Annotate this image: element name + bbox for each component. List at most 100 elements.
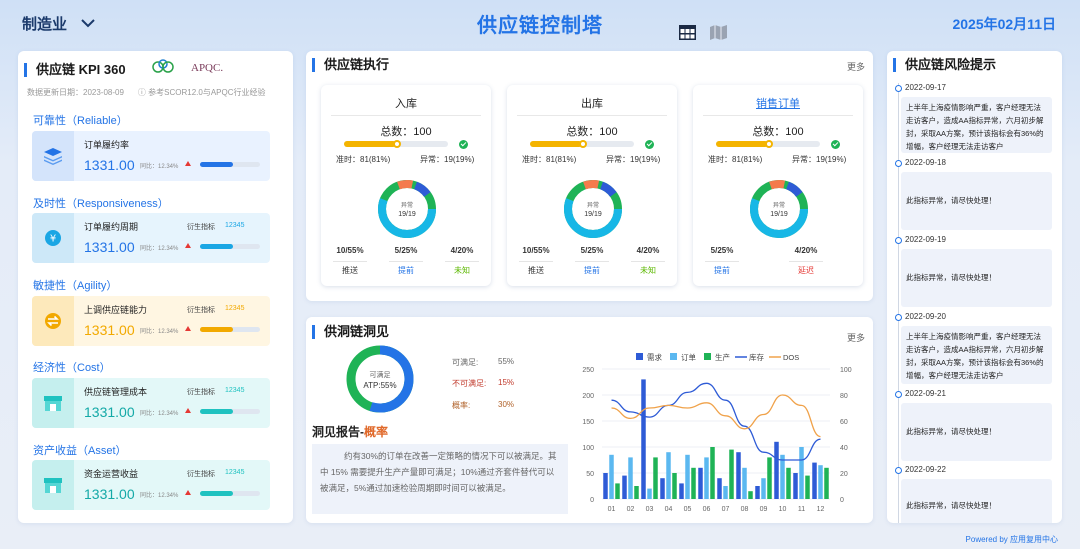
kpi-card-cycle[interactable]: ¥ 订单履约周期 衍生指标 12345 1331.00 同比：12.34% [32,213,270,263]
card-total: 总数：100 [752,126,804,138]
legend-probability-label: 概率: [452,401,471,410]
category-cost: 经济性（Cost） [33,362,111,374]
donut-value: 19/19 [398,211,416,218]
timeline-dot-icon [895,467,902,474]
kpi-yoy: 同比：12.34% [140,164,179,170]
bar-生产 [615,483,620,499]
bar-订单 [609,454,614,499]
kpi-yoy: 同比：12.34% [140,411,179,417]
stat-label: 提前 [569,261,615,276]
x-tick-label: 02 [627,506,635,513]
bar-需求 [679,483,684,499]
scor-logo-icon [152,59,174,73]
derived-value: 12345 [225,387,245,394]
layers-icon [32,131,74,181]
info-icon: ⓘ [137,88,149,97]
check-icon [831,140,840,149]
legend-label: 生产 [715,352,730,362]
card-title[interactable]: 销售订单 [756,98,800,110]
reference-text: 参考SCOR12.0与APQC行业经验 [148,88,266,97]
table-view-icon[interactable] [679,25,696,40]
map-view-icon[interactable] [710,25,727,40]
stat-value: 5/25% [580,246,604,255]
kpi-name: 供应链管理成本 [84,387,148,397]
kpi-progress-bar [200,409,260,414]
derived-label: 衍生指标 [187,389,215,396]
bar-生产 [691,467,696,499]
donut-value: 19/19 [770,211,788,218]
divider [517,115,667,116]
line-库存 [611,382,821,461]
supply-demand-chart: 0 50 100 150 200 250 0 20 40 60 80 100 01 02 03 04 05 06 0… [582,352,852,513]
bar-生产 [786,467,791,499]
kpi-card-asset[interactable]: 资金运营收益 衍生指标 12345 1331.00 同比：12.34% [32,460,270,510]
y-tick-label: 50 [586,471,594,478]
abnormal-donut: 异常 19/19 [564,180,622,238]
kpi-value: 1331.00 [84,239,135,255]
exec-card-inbound[interactable]: 入库 总数：100 准时：81(81%) 异常：19(19%) 异常 19/19 10/55… [321,85,491,286]
risk-text: 此指标异常，请尽快处理！ [901,172,1052,230]
kpi-yoy: 同比：12.34% [140,246,179,252]
kpi-card-capacity[interactable]: 上调供应链能力 衍生指标 12345 1331.00 同比：12.34% [32,296,270,346]
bar-需求 [698,467,703,499]
risk-date: 2022-09-19 [905,235,946,244]
bar-订单 [742,467,747,499]
execution-title: 供应链执行 [312,58,389,72]
bar-需求 [603,473,608,499]
derived-value: 12345 [225,305,245,312]
kpi-card-cost[interactable]: 供应链管理成本 衍生指标 12345 1331.00 同比：12.34% [32,378,270,428]
card-total: 总数：100 [380,126,432,138]
kpi-progress-bar [200,491,260,496]
store-icon [32,378,74,428]
derived-label: 衍生指标 [187,224,215,231]
risk-text: 此指标异常，请尽快处理！ [901,479,1052,523]
bar-订单 [761,478,766,499]
kpi-yoy: 同比：12.34% [140,493,179,499]
timeline-dot-icon [895,314,902,321]
x-tick-label: 07 [722,506,730,513]
up-arrow-icon [185,490,191,495]
industry-label: 制造业 [22,16,68,33]
divider [331,115,481,116]
stat-label: 推送 [327,261,373,276]
kpi-card-fulfillment[interactable]: 订单履约率 1331.00 同比：12.34% [32,131,270,181]
stat-label: 延迟 [783,261,829,276]
y-tick-label: 0 [590,497,594,504]
legend-label: 需求 [647,352,662,362]
kpi-yoy: 同比：12.34% [140,329,179,335]
x-tick-label: 11 [798,506,805,513]
kpi-panel: 供应链 KPI 360 APQC. 数据更新日期：2023-08-09 ⓘ 参考… [18,51,293,523]
category-reliable: 可靠性（Reliable） [33,115,128,127]
kpi-title: 供应链 KPI 360 [24,63,126,77]
bar-生产 [767,457,772,499]
bar-需求 [622,475,627,499]
reference-note: ⓘ 参考SCOR12.0与APQC行业经验 [138,87,266,98]
up-arrow-icon [185,161,191,166]
risk-date: 2022-09-20 [905,312,946,321]
page-title: 供应链控制塔 [477,15,603,37]
y2-tick-label: 100 [840,367,852,374]
bar-订单 [685,454,690,499]
y2-tick-label: 40 [840,445,848,452]
exec-card-outbound[interactable]: 出库 总数：100 准时：81(81%) 异常：19(19%) 异常 19/19 10/55… [507,85,677,286]
legend-satisfiable-label: 可满足: [452,358,479,367]
bar-订单 [647,488,652,499]
ontime-progress-bar [716,140,820,148]
timeline-dot-icon [895,85,902,92]
y-tick-label: 100 [582,445,594,452]
risk-date: 2022-09-21 [905,389,946,398]
insight-report-text: 约有30%的订单在改善一定策略的情况下可以被满足。其中 15% 需要提升生产产量… [312,444,568,514]
execution-more-link[interactable]: 更多 [847,62,866,72]
industry-selector[interactable]: 制造业 [22,13,95,34]
donut-value: ATP:55% [363,381,396,390]
bar-订单 [799,447,804,499]
abnormal-count: 异常：19(19%) [420,155,475,164]
exec-card-sales[interactable]: 销售订单 总数：100 准时：81(81%) 异常：19(19%) 异常 19/19 5/2… [693,85,863,286]
stat-value: 4/20% [636,246,660,255]
exchange-icon [32,296,74,346]
x-tick-label: 10 [779,506,787,513]
insight-more-link[interactable]: 更多 [847,333,866,343]
risk-text: 此指标异常，请尽快处理！ [901,249,1052,307]
update-date: 数据更新日期：2023-08-09 [27,88,124,97]
x-tick-label: 04 [665,506,673,513]
